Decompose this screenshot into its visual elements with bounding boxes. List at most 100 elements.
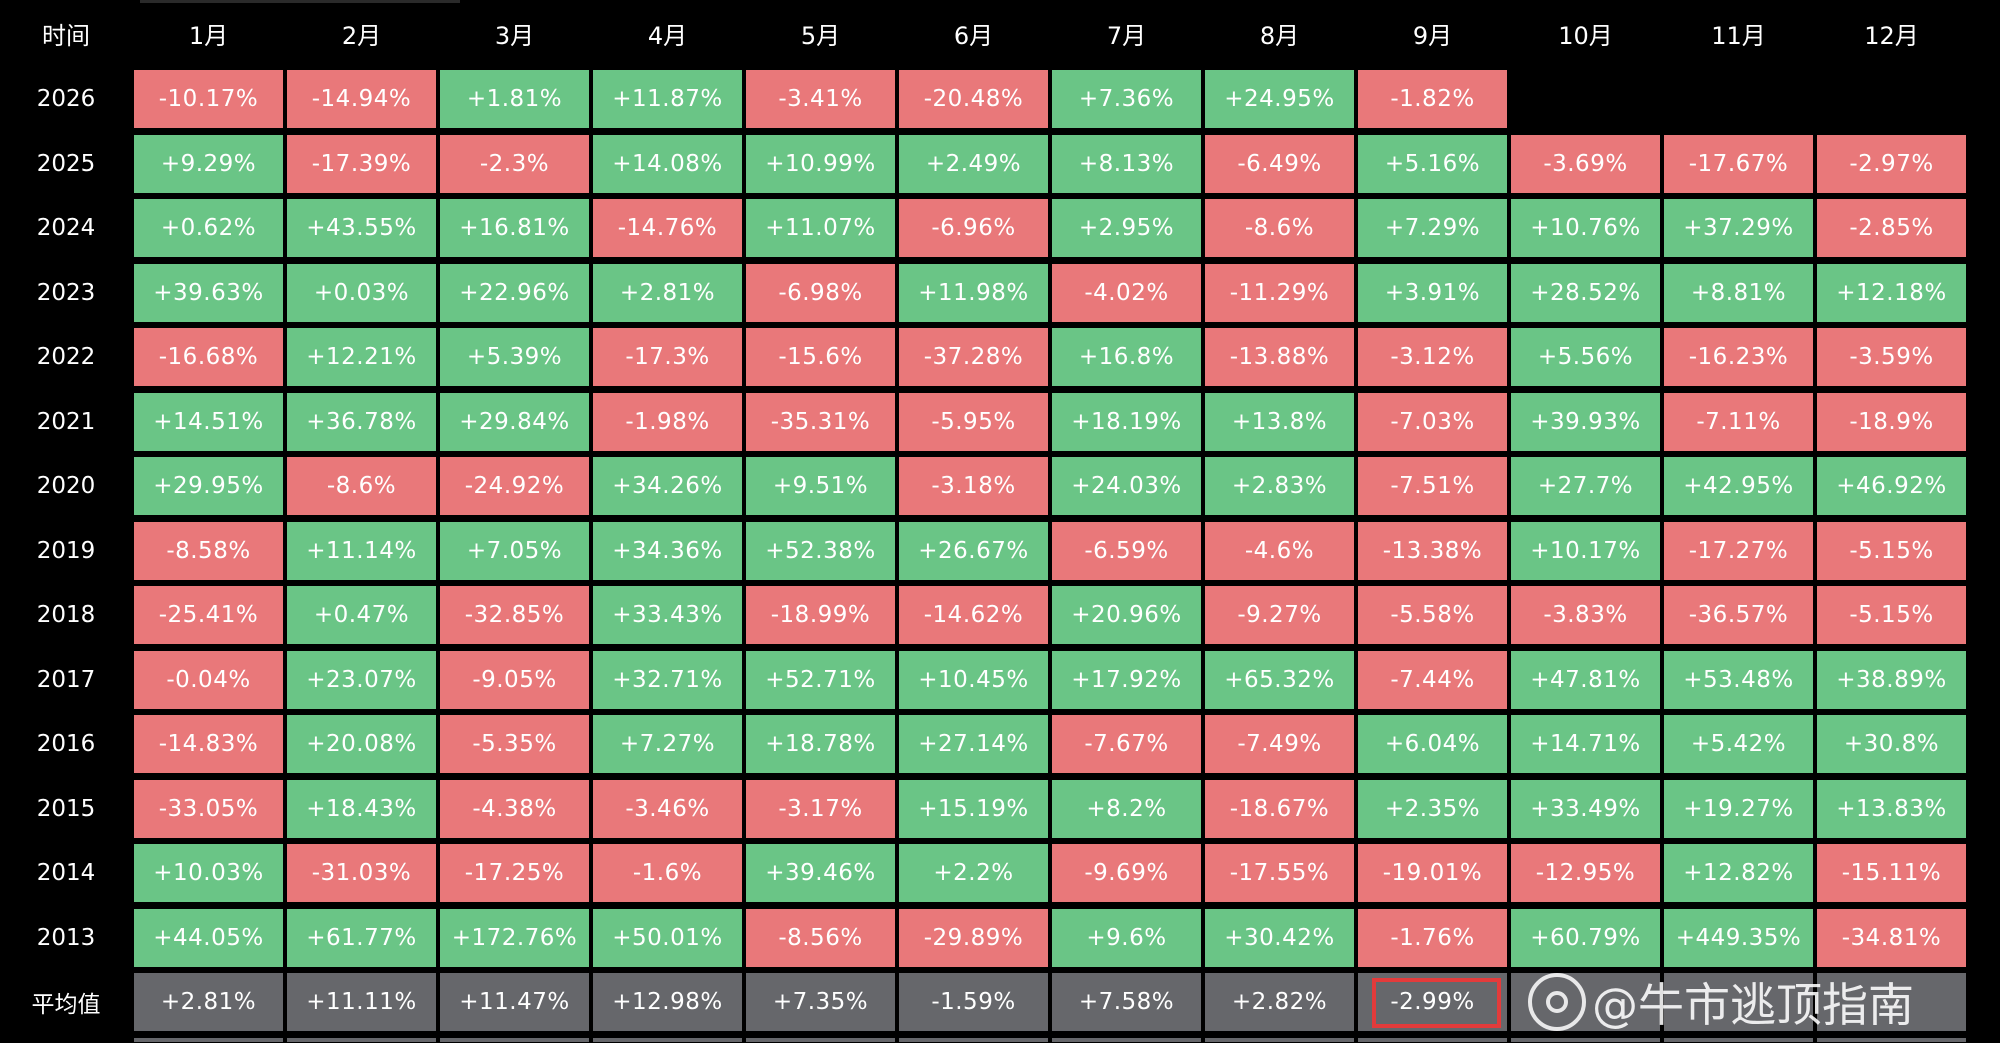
heatmap-cell: +14.08% <box>593 134 742 193</box>
heatmap-cell: -1.76% <box>1358 908 1507 967</box>
heatmap-cell: -37.28% <box>899 328 1048 386</box>
heatmap-cell: -31.03% <box>287 844 436 902</box>
heatmap-cell: +11.07% <box>746 199 895 257</box>
heatmap-cell: +16.8% <box>1052 328 1201 386</box>
heatmap-cell: +15.19% <box>899 779 1048 838</box>
row-label-year: 2024 <box>36 215 96 241</box>
heatmap-cell: +12.21% <box>287 328 436 386</box>
average-cell <box>1817 973 1966 1031</box>
heatmap-cell: -3.59% <box>1817 328 1966 386</box>
cropped-row-stub <box>1664 1037 1813 1042</box>
heatmap-cell: -7.44% <box>1358 650 1507 709</box>
heatmap-cell: +2.83% <box>1205 457 1354 515</box>
column-header: 6月 <box>953 21 994 50</box>
column-header: 3月 <box>494 21 535 50</box>
heatmap-cell: +33.43% <box>593 586 742 644</box>
heatmap-cell: +60.79% <box>1511 908 1660 967</box>
heatmap-cell: -7.03% <box>1358 392 1507 451</box>
heatmap-cell: +20.08% <box>287 715 436 773</box>
heatmap-cell: +10.99% <box>746 134 895 193</box>
heatmap-cell: +52.71% <box>746 650 895 709</box>
heatmap-cell: -15.11% <box>1817 844 1966 902</box>
heatmap-cell: -19.01% <box>1358 844 1507 902</box>
heatmap-cell: +17.92% <box>1052 650 1201 709</box>
heatmap-cell: -6.96% <box>899 199 1048 257</box>
heatmap-cell: -2.3% <box>440 134 589 193</box>
heatmap-cell: -29.89% <box>899 908 1048 967</box>
average-cell: +2.82% <box>1205 973 1354 1031</box>
heatmap-cell: -4.38% <box>440 779 589 838</box>
heatmap-cell: +2.81% <box>593 263 742 322</box>
row-label-year: 2017 <box>36 666 96 693</box>
header-stub <box>140 0 460 3</box>
row-label-year: 2025 <box>36 150 96 177</box>
average-cell: +7.58% <box>1052 973 1201 1031</box>
row-label-year: 2015 <box>36 795 96 822</box>
heatmap-cell: +29.84% <box>440 392 589 451</box>
heatmap-cell: +43.55% <box>287 199 436 257</box>
heatmap-cell: -18.99% <box>746 586 895 644</box>
cropped-row-stub <box>134 1037 283 1042</box>
heatmap-cell: -3.46% <box>593 779 742 838</box>
heatmap-cell: +39.63% <box>134 263 283 322</box>
heatmap-cell: -15.6% <box>746 328 895 386</box>
heatmap-cell: -1.82% <box>1358 70 1507 128</box>
heatmap-cell: +2.2% <box>899 844 1048 902</box>
heatmap-cell: +2.49% <box>899 134 1048 193</box>
heatmap-cell: +2.35% <box>1358 779 1507 838</box>
heatmap-cell: -5.95% <box>899 392 1048 451</box>
heatmap-cell: -33.05% <box>134 779 283 838</box>
row-label-year: 2023 <box>36 279 96 306</box>
cropped-row-stub <box>1511 1037 1660 1042</box>
heatmap-cell: +39.46% <box>746 844 895 902</box>
heatmap-cell: +30.42% <box>1205 908 1354 967</box>
heatmap-cell: -1.6% <box>593 844 742 902</box>
row-label-year: 2022 <box>36 344 96 370</box>
heatmap-cell: +24.95% <box>1205 70 1354 128</box>
heatmap-cell: -2.97% <box>1817 134 1966 193</box>
heatmap-cell: +18.19% <box>1052 392 1201 451</box>
heatmap-cell: -32.85% <box>440 586 589 644</box>
cropped-row-stub <box>1052 1037 1201 1042</box>
watermark-text: @牛市逃顶指南 <box>1592 978 1914 1032</box>
heatmap-cell: +13.83% <box>1817 779 1966 838</box>
heatmap-cell: +11.87% <box>593 70 742 128</box>
heatmap-cell: +11.98% <box>899 263 1048 322</box>
row-label-year: 2019 <box>36 537 96 564</box>
heatmap-cell: +18.43% <box>287 779 436 838</box>
column-header: 8月 <box>1259 21 1300 50</box>
heatmap-cell: +6.04% <box>1358 715 1507 773</box>
row-label-year: 2026 <box>36 86 96 112</box>
heatmap-cell: +29.95% <box>134 457 283 515</box>
heatmap-cell: -4.02% <box>1052 263 1201 322</box>
heatmap-cell: -17.25% <box>440 844 589 902</box>
heatmap-cell: -20.48% <box>899 70 1048 128</box>
average-cell: -2.99% <box>1358 973 1507 1031</box>
heatmap-cell: -5.35% <box>440 715 589 773</box>
heatmap-cell: +34.36% <box>593 521 742 580</box>
cropped-row-stub <box>440 1037 589 1042</box>
heatmap-cell: +42.95% <box>1664 457 1813 515</box>
heatmap-cell: +0.03% <box>287 263 436 322</box>
heatmap-cell: -9.27% <box>1205 586 1354 644</box>
column-header: 5月 <box>800 21 841 50</box>
heatmap-cell: +10.17% <box>1511 521 1660 580</box>
heatmap-cell: +8.81% <box>1664 263 1813 322</box>
heatmap-cell: +5.16% <box>1358 134 1507 193</box>
heatmap-cell: -16.68% <box>134 328 283 386</box>
heatmap-cell: +8.13% <box>1052 134 1201 193</box>
heatmap-cell: -25.41% <box>134 586 283 644</box>
column-header: 2月 <box>341 21 382 50</box>
row-label-year: 2013 <box>36 924 96 951</box>
heatmap-cell: -17.67% <box>1664 134 1813 193</box>
heatmap-cell: -13.88% <box>1205 328 1354 386</box>
heatmap-cell: -0.04% <box>134 650 283 709</box>
column-header: 7月 <box>1106 21 1147 50</box>
heatmap-cell: +172.76% <box>440 908 589 967</box>
heatmap-cell: -6.98% <box>746 263 895 322</box>
heatmap-cell: +449.35% <box>1664 908 1813 967</box>
heatmap-cell: -2.85% <box>1817 199 1966 257</box>
heatmap-cell: -7.51% <box>1358 457 1507 515</box>
heatmap-cell: +5.39% <box>440 328 589 386</box>
heatmap-cell: +14.71% <box>1511 715 1660 773</box>
